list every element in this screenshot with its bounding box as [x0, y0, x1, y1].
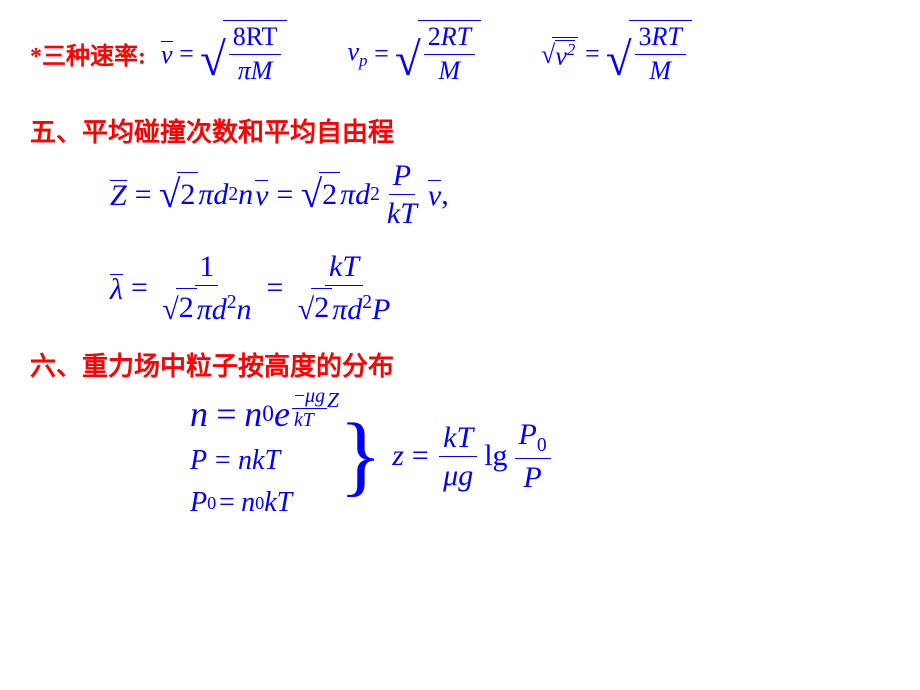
- most-probable-formula: vp = √ 2RT M: [347, 20, 481, 87]
- v-bar: v: [161, 41, 173, 66]
- equals: =: [178, 39, 196, 69]
- sqrt-8RT-piM: √ 8RT πM: [200, 20, 287, 87]
- sqrt-v2-bar: √ v2: [541, 37, 578, 70]
- three-speeds-row: *三种速率: v = √ 8RT πM vp = √ 2RT M: [30, 20, 890, 87]
- Z-bar: Z: [110, 180, 127, 209]
- sqrt-2RT-M: √ 2RT M: [395, 20, 481, 87]
- three-speeds-label: *三种速率:: [30, 36, 146, 71]
- section-5-heading: 五、平均碰撞次数和平均自由程: [30, 112, 890, 149]
- altitude-eq: z = kT μg lg P0 P: [392, 418, 553, 494]
- left-equations: n = n0 e −μg kT Z P = nkT P0 = n0: [190, 393, 339, 519]
- rms-speed-formula: √ v2 = √ 3RT M: [541, 20, 692, 87]
- equals: =: [583, 39, 601, 69]
- sqrt-3RT-M: √ 3RT M: [606, 20, 692, 87]
- lambda-bar: λ: [110, 274, 123, 303]
- P-var: P: [190, 445, 207, 477]
- gravity-distribution: n = n0 e −μg kT Z P = nkT P0 = n0: [190, 393, 890, 519]
- equals: =: [372, 39, 390, 69]
- right-brace: }: [339, 420, 382, 492]
- section-6-heading: 六、重力场中粒子按高度的分布: [30, 346, 890, 383]
- collision-frequency-eq: Z = √2 π d2 n v = √2 π d2 P kT v ,: [110, 159, 890, 230]
- exponent: −μg kT: [292, 385, 327, 432]
- n-var: n: [190, 393, 208, 435]
- mean-speed-formula: v = √ 8RT πM: [161, 20, 287, 87]
- P0-var: P: [190, 487, 207, 519]
- vp-var: vp: [347, 37, 367, 71]
- mean-free-path-eq: λ = 1 √2πd2n = kT √2πd2P: [110, 250, 890, 326]
